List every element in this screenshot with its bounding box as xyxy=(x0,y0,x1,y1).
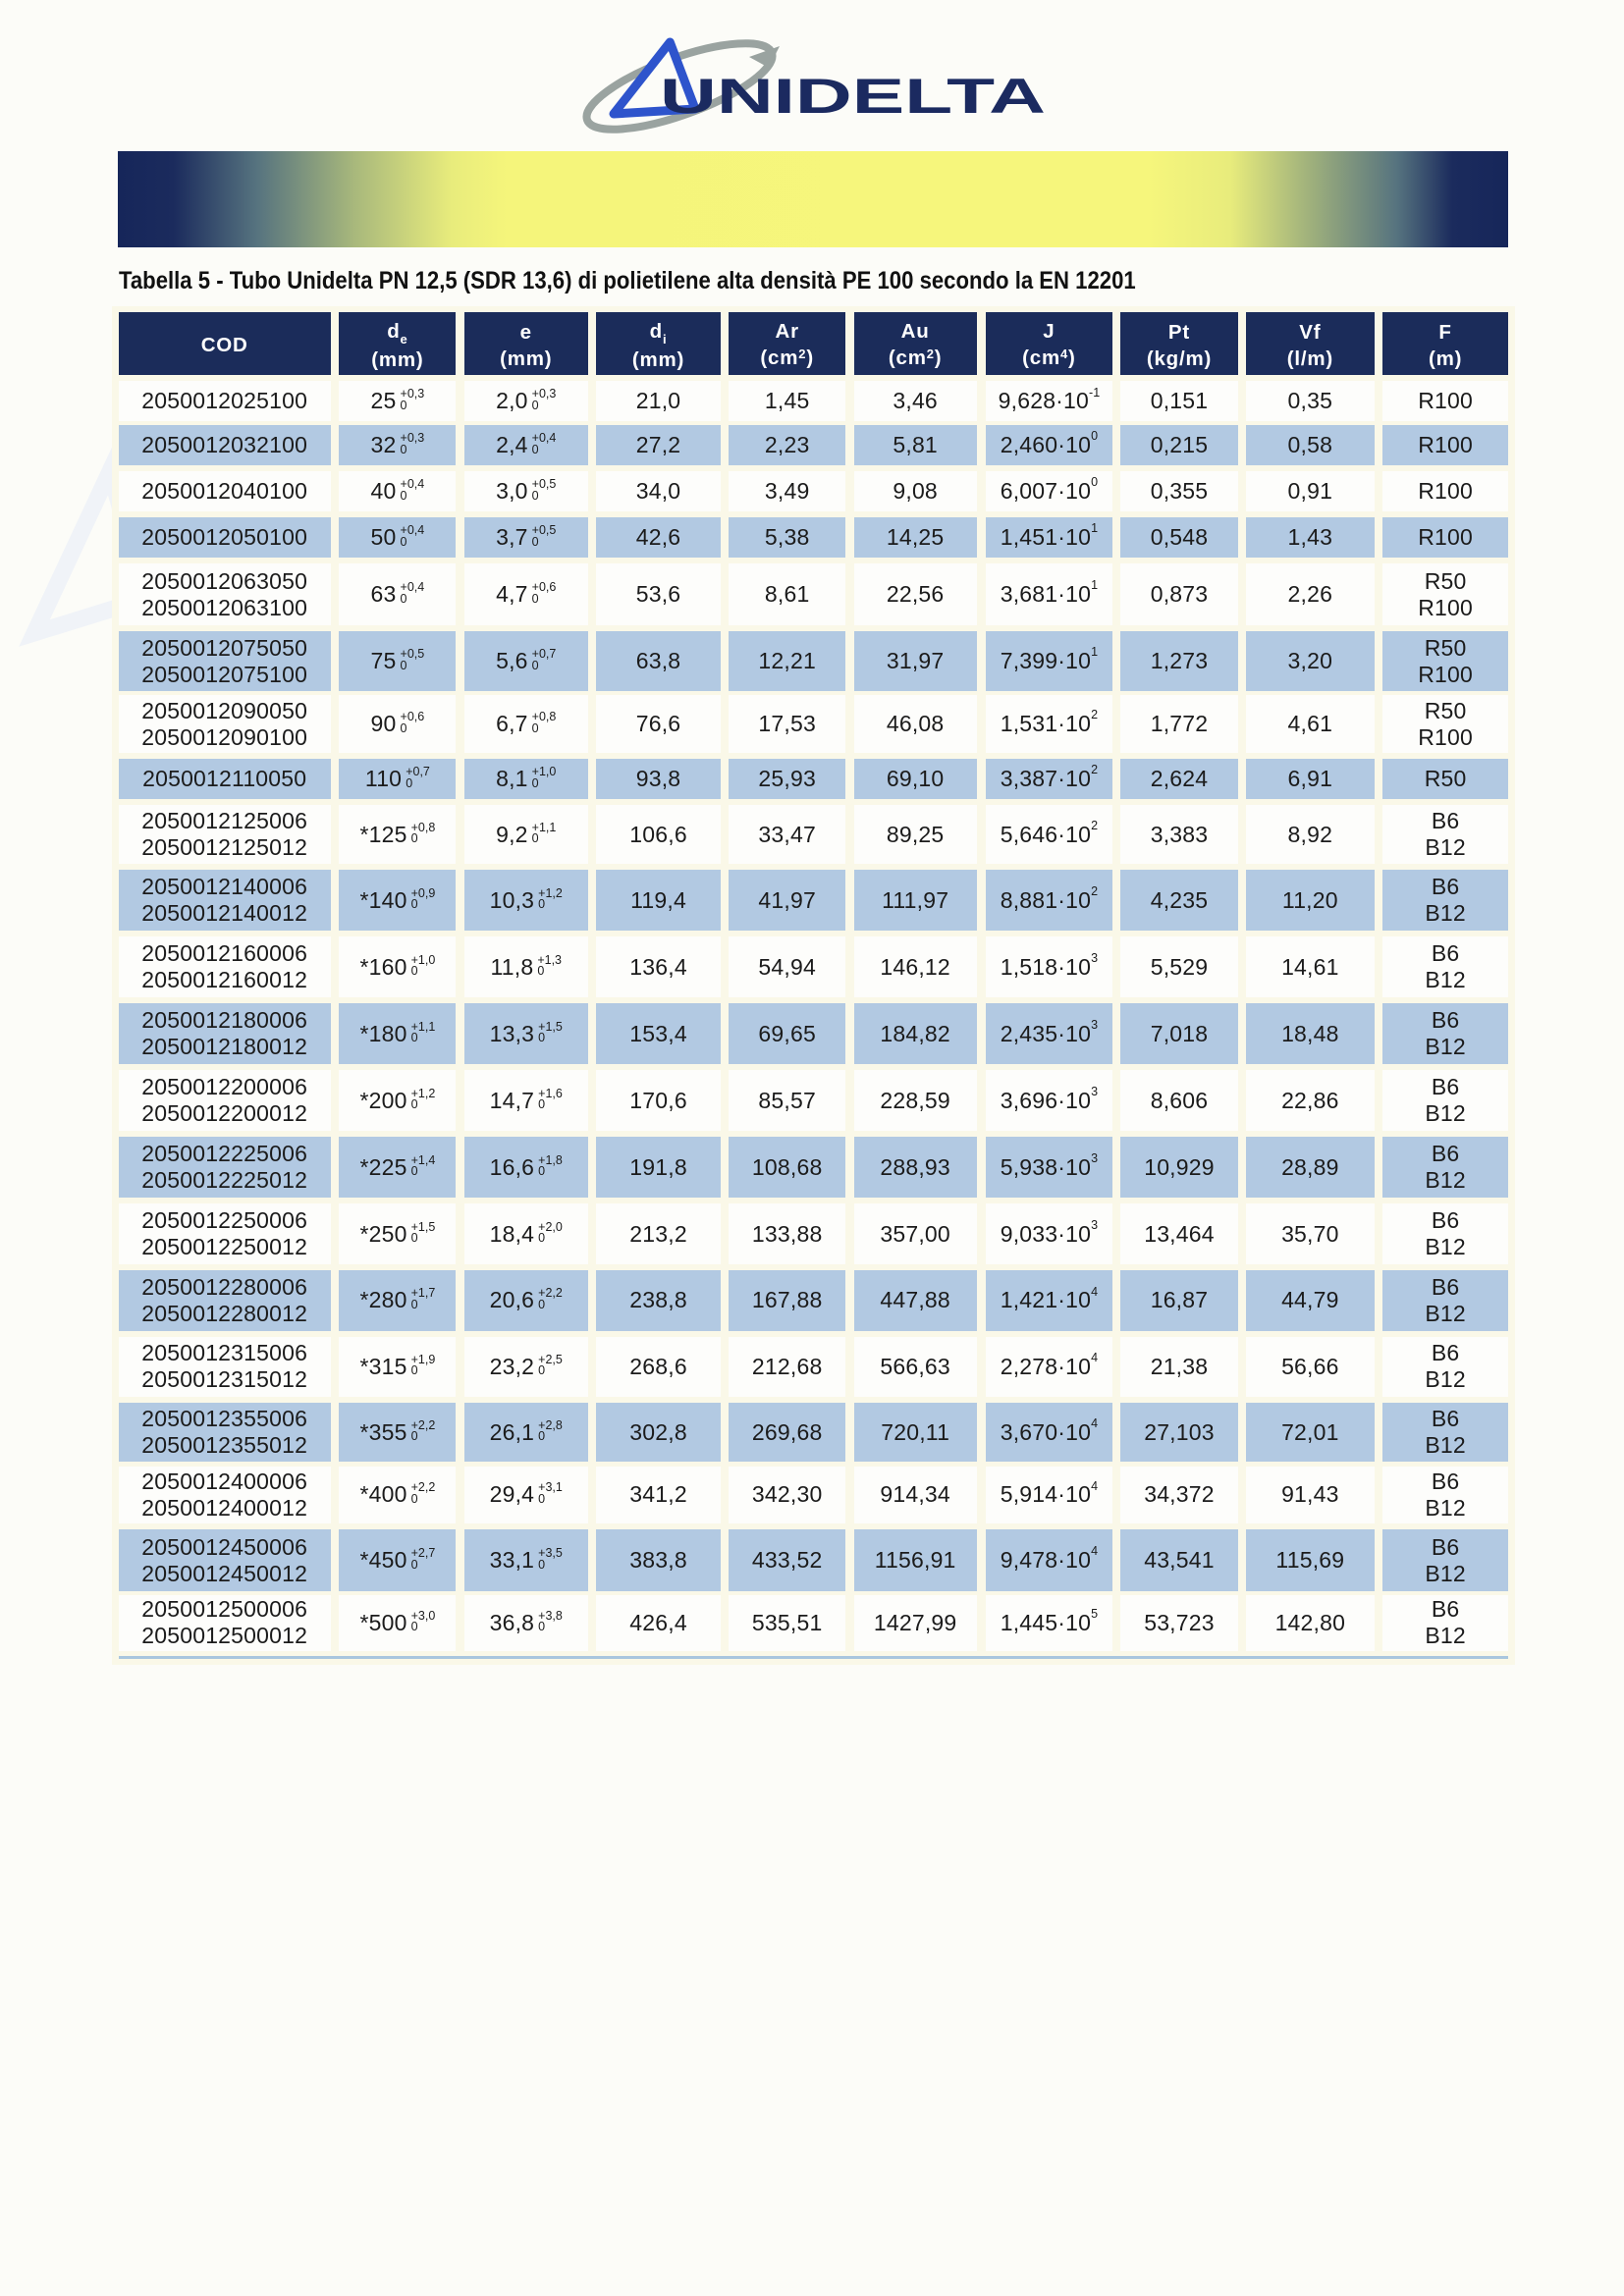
svg-text:UNIDELTA: UNIDELTA xyxy=(660,69,1046,124)
